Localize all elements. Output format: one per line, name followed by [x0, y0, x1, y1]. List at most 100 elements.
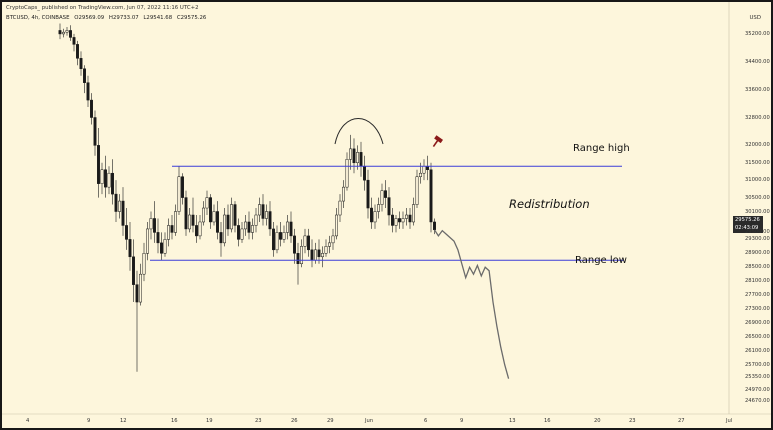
time-tick-label: Jun [365, 418, 374, 424]
time-tick-label: 9 [87, 418, 91, 424]
candle-body [97, 145, 100, 184]
candle-body [331, 235, 335, 244]
candle-body [356, 152, 359, 164]
time-tick-label: 12 [120, 418, 127, 424]
range-low-label: Range low [575, 255, 627, 266]
candle-body [289, 221, 293, 237]
candle-body [237, 225, 240, 240]
candle-body [146, 228, 149, 254]
candle-body [86, 82, 90, 101]
candle-body [174, 211, 177, 233]
candle-body [209, 197, 212, 223]
ohlc-open: O29569.09 [74, 15, 105, 21]
candle-body [261, 204, 265, 219]
candle-body [422, 166, 426, 174]
candlestick-series [58, 23, 436, 372]
candle-body [121, 200, 125, 226]
candle-body [377, 204, 380, 212]
price-tick-label: 28100.00 [745, 278, 770, 285]
candle-body [62, 31, 65, 35]
candle-body [405, 214, 408, 219]
candle-body [363, 166, 366, 181]
candle-body [310, 249, 314, 261]
price-tick-label: 25350.00 [745, 373, 770, 380]
time-tick-label: 20 [594, 418, 601, 424]
time-tick-label: Jul [726, 418, 733, 424]
price-tick-label: 28500.00 [745, 264, 770, 271]
price-tick-label: 24970.00 [745, 387, 770, 394]
candle-body [184, 197, 188, 230]
candle-body [58, 30, 62, 35]
candle-body [293, 235, 296, 254]
phase-label: Redistribution [509, 197, 590, 211]
time-tick-label: 23 [255, 418, 262, 424]
candle-body [181, 176, 184, 198]
time-tick-label: 29 [327, 418, 334, 424]
price-tick-label: 30500.00 [745, 194, 770, 201]
candle-body [139, 273, 142, 303]
time-tick-label: 9 [460, 418, 464, 424]
candle-body [254, 214, 258, 226]
candle-body [391, 214, 394, 226]
price-tick-label: 34400.00 [745, 58, 770, 65]
candle-body [384, 190, 387, 198]
candle-body [100, 169, 104, 184]
candle-body [219, 232, 223, 244]
candle-body [342, 186, 345, 202]
candle-body [321, 253, 324, 258]
candle-body [107, 172, 111, 188]
time-tick-label: 23 [629, 418, 636, 424]
publish-info: CryptoCaps_ published on TradingView.com… [6, 5, 199, 11]
candle-body [198, 221, 202, 237]
candle-body [170, 225, 174, 233]
candle-body [433, 221, 436, 231]
candle-body [268, 211, 272, 230]
candle-body [65, 30, 69, 33]
candle-body [202, 207, 205, 223]
price-tick-label: 30100.00 [745, 208, 770, 215]
symbol-label: BTCUSD, 4h, COINBASE [6, 15, 70, 21]
candle-body [419, 172, 422, 177]
candle-body [251, 225, 254, 233]
candle-body [314, 249, 317, 261]
candle-body [279, 232, 282, 240]
candle-body [132, 256, 135, 285]
candle-body [359, 152, 363, 167]
candle-body [216, 211, 219, 233]
price-tick-label: 27300.00 [745, 306, 770, 313]
candle-body [247, 221, 251, 233]
price-tick-label: 28900.00 [745, 250, 770, 257]
candle-body [370, 207, 373, 223]
candle-body [177, 176, 181, 212]
candle-body [212, 211, 216, 223]
price-tick-label: 27700.00 [745, 292, 770, 299]
candle-body [167, 225, 170, 240]
last-price: 29575.26 [735, 217, 760, 223]
last-price-tag: 29575.26 02:43:09 [733, 216, 763, 233]
candle-body [282, 232, 286, 240]
candle-body [398, 218, 401, 223]
candle-body [335, 214, 338, 237]
candle-body [149, 218, 153, 230]
candle-body [111, 172, 114, 195]
candle-body [412, 204, 415, 223]
time-tick-label: 13 [509, 418, 516, 424]
candle-body [244, 221, 247, 230]
candle-body [349, 148, 352, 160]
candle-body [317, 249, 321, 258]
candle-body [125, 225, 128, 240]
candle-body [380, 190, 384, 205]
hammer-marker-icon [432, 135, 443, 148]
candle-body [426, 166, 429, 170]
time-tick-label: 4 [26, 418, 30, 424]
candle-body [401, 218, 405, 223]
time-tick-label: 27 [678, 418, 685, 424]
candle-body [72, 37, 76, 45]
price-tick-label: 29300.00 [745, 236, 770, 243]
candle-body [415, 176, 419, 205]
currency-label: USD [749, 15, 761, 21]
candle-body [226, 214, 230, 230]
candle-body [240, 228, 244, 240]
